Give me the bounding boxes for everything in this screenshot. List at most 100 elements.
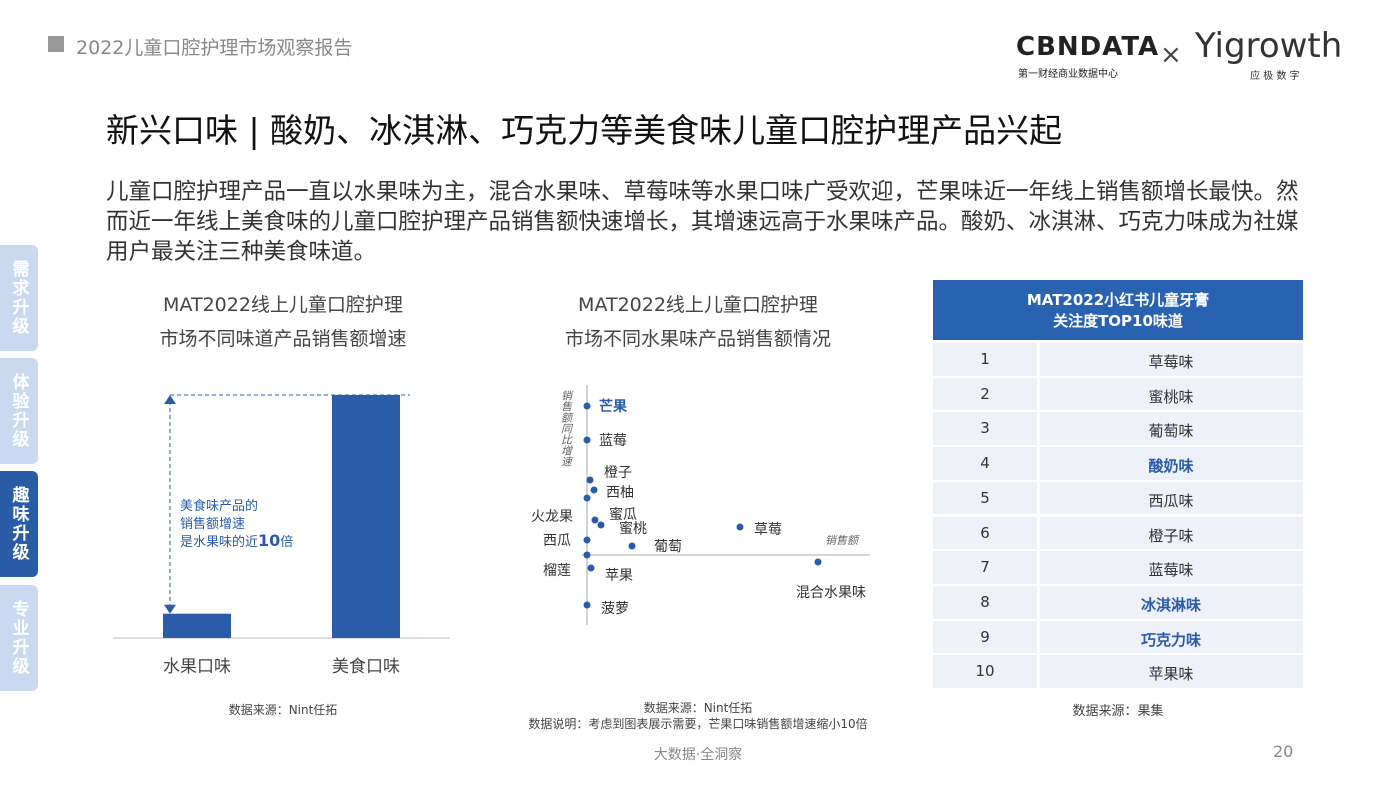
point <box>583 551 591 559</box>
annotation: 销售额增速 <box>180 516 245 532</box>
point-label: 西瓜 <box>543 533 571 549</box>
point-label: 蜜瓜 <box>609 507 637 523</box>
y-axis-label: 销售额同比增速 <box>559 390 573 467</box>
table-cell <box>1040 585 1303 619</box>
table-cell <box>1040 447 1303 480</box>
chart-title: 市场不同水果味产品销售额情况 <box>565 328 831 350</box>
rank: 5 <box>980 488 990 507</box>
point-label: 芒果 <box>599 398 628 415</box>
point-label: 蜜桃 <box>619 521 647 537</box>
rank: 4 <box>980 454 990 473</box>
report-name: 2022儿童口腔护理市场观察报告 <box>76 37 353 59</box>
table-cell <box>933 447 1037 480</box>
point-label: 火龙果 <box>531 509 573 525</box>
tab-label: 体验升级 <box>8 373 29 449</box>
rank: 3 <box>980 419 990 438</box>
side-tab: 趣味升级 <box>0 471 38 577</box>
table-cell <box>933 655 1037 688</box>
table-cell <box>933 516 1037 550</box>
point-label: 混合水果味 <box>796 585 866 601</box>
bullet <box>48 36 64 52</box>
cross: × <box>1160 40 1182 70</box>
annotation: 美食味产品的 <box>180 498 258 514</box>
table-header <box>933 280 1303 340</box>
table-cell <box>933 377 1037 411</box>
flavor: 冰淇淋味 <box>1140 595 1202 614</box>
tab-label: 趣味升级 <box>8 486 29 562</box>
annotation-part: 是水果味的近 <box>180 534 258 550</box>
flavor: 巧克力味 <box>1140 630 1202 649</box>
point-label: 榴莲 <box>543 563 571 579</box>
flavor: 葡萄味 <box>1148 422 1194 441</box>
arrow <box>164 395 176 614</box>
flavor: 橙子味 <box>1148 526 1194 545</box>
point <box>583 536 591 544</box>
point <box>586 476 594 484</box>
table-cell <box>933 481 1037 515</box>
rank: 10 <box>975 662 995 681</box>
table-cell <box>1040 412 1303 446</box>
point <box>628 542 636 550</box>
body-text: 儿童口腔护理产品一直以水果味为主，混合水果味、草莓味等水果口味广受欢迎，芒果味近… <box>106 179 1299 265</box>
point <box>591 516 599 524</box>
chart-title: MAT2022线上儿童口腔护理 <box>163 294 403 316</box>
table-cell <box>933 412 1037 446</box>
logo: CBNDATA <box>1016 32 1160 62</box>
table-cell <box>1040 481 1303 515</box>
bar <box>163 613 231 638</box>
x-axis-label: 销售额 <box>825 534 860 547</box>
page-number: 20 <box>1273 742 1294 761</box>
page-title: 新兴口味 | 酸奶、冰淇淋、巧克力等美食味儿童口腔护理产品兴起 <box>106 111 1063 150</box>
table-header-text: MAT2022小红书儿童牙膏 <box>1026 291 1210 309</box>
flavor: 酸奶味 <box>1148 457 1194 476</box>
chart-title: 市场不同味道产品销售额增速 <box>159 328 406 350</box>
rank: 9 <box>980 627 990 646</box>
side-tab: 体验升级 <box>0 358 38 464</box>
rank: 8 <box>980 592 990 611</box>
point-label: 苹果 <box>605 568 633 584</box>
point-label: 橙子 <box>604 465 632 481</box>
logo-sub: 第一财经商业数据中心 <box>1018 69 1118 80</box>
point-label: 西柚 <box>606 485 634 501</box>
rank: 2 <box>980 384 990 403</box>
logo: Yigrowth <box>1195 26 1343 66</box>
source: 数据来源：Nint任拓 <box>229 702 338 717</box>
tab-label: 专业升级 <box>8 600 29 676</box>
table-cell <box>933 343 1037 376</box>
point <box>583 601 591 609</box>
table-cell <box>1040 620 1303 654</box>
point-label: 葡萄 <box>654 539 682 555</box>
point-label: 草莓 <box>754 522 782 538</box>
logo-sub: 应 极 数 字 <box>1250 71 1300 82</box>
point-label: 菠萝 <box>601 601 629 617</box>
side-tab: 专业升级 <box>0 585 38 691</box>
point <box>583 436 591 444</box>
x-tick-label: 水果口味 <box>163 657 231 677</box>
source: 数据来源：Nint任拓 <box>644 700 753 715</box>
table-cell <box>1040 551 1303 584</box>
table-cell <box>933 620 1037 654</box>
table-header-text: 关注度TOP10味道 <box>1053 312 1183 330</box>
flavor: 蜜桃味 <box>1148 387 1194 406</box>
flavor: 蓝莓味 <box>1148 561 1194 580</box>
slogan: 大数据·全洞察 <box>653 747 743 763</box>
table-cell <box>933 585 1037 619</box>
point <box>814 558 822 566</box>
rank: 1 <box>980 350 990 368</box>
point <box>587 564 595 572</box>
x-tick-label: 美食口味 <box>332 657 400 677</box>
flavor: 草莓味 <box>1148 353 1194 371</box>
rank: 6 <box>980 523 990 542</box>
annotation-part: 倍 <box>280 535 293 550</box>
point-label: 蓝莓 <box>599 433 627 449</box>
point <box>583 402 591 410</box>
chart-title: MAT2022线上儿童口腔护理 <box>578 294 818 316</box>
point <box>583 494 591 502</box>
table-cell <box>1040 377 1303 411</box>
point <box>736 523 744 531</box>
side-tab: 需求升级 <box>0 245 38 351</box>
rank: 7 <box>980 558 990 577</box>
flavor: 西瓜味 <box>1148 491 1194 510</box>
